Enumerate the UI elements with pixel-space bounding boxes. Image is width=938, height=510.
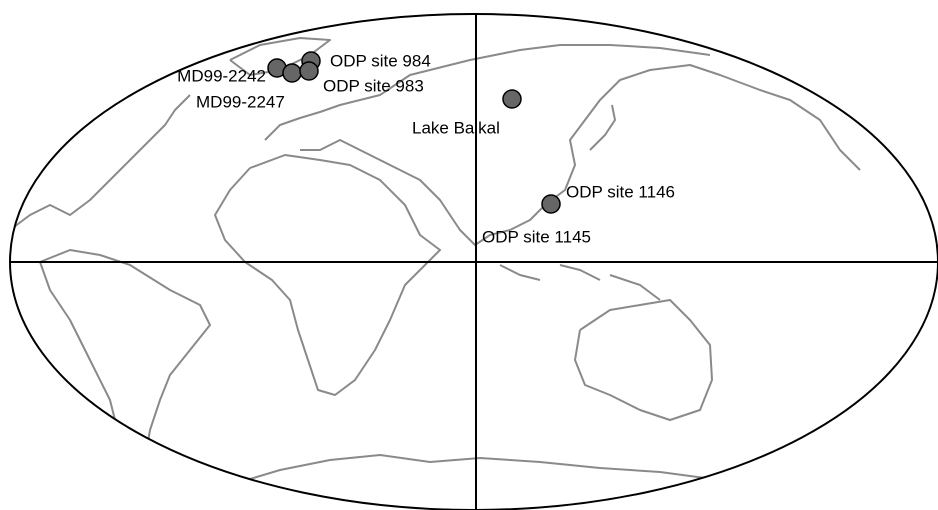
coastline <box>499 264 661 301</box>
site-marker <box>541 194 561 214</box>
site-label: ODP site 984 <box>330 51 431 70</box>
site-marker <box>502 89 522 109</box>
coastline <box>399 44 861 246</box>
coastline <box>10 21 301 231</box>
coastline <box>229 454 781 491</box>
coastline <box>39 249 211 491</box>
coastline <box>574 299 713 421</box>
site-label: Lake Baikal <box>412 118 500 137</box>
coastline <box>214 154 441 396</box>
site-label: ODP site 1146 <box>566 182 675 201</box>
coastline <box>229 37 331 76</box>
continents <box>10 21 861 491</box>
coastline <box>264 69 431 171</box>
site-marker <box>282 63 302 83</box>
site-label: MD99-2242 <box>177 66 266 85</box>
site-label: ODP site 1145 <box>482 227 591 246</box>
coastline <box>589 104 616 151</box>
site-label: MD99-2247 <box>196 92 285 111</box>
site-marker <box>299 61 319 81</box>
site-label: ODP site 983 <box>323 76 424 95</box>
